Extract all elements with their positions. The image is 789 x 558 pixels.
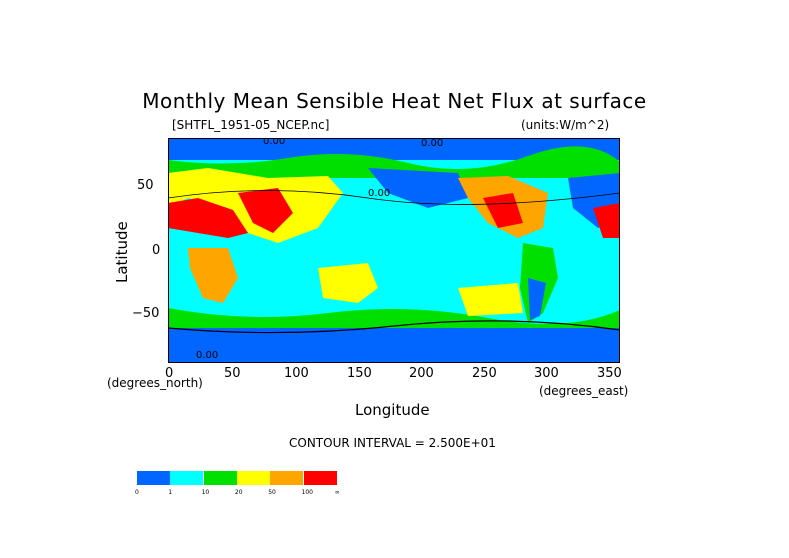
- chart-title: Monthly Mean Sensible Heat Net Flux at s…: [142, 89, 647, 113]
- north-pacific-blue: [368, 168, 468, 208]
- legend-label: ∞: [334, 489, 340, 496]
- x-tick: 150: [347, 366, 372, 381]
- legend-label: 50: [268, 489, 276, 496]
- y-tick: 0: [152, 243, 161, 258]
- legend-swatch: [170, 471, 204, 485]
- y-unit-label: (degrees_north): [107, 376, 203, 390]
- patagonia-blue: [528, 278, 546, 320]
- x-tick: 0: [165, 366, 174, 381]
- y-axis-title: Latitude: [113, 221, 131, 283]
- x-tick: 300: [534, 366, 559, 381]
- north-green-band: [168, 146, 620, 178]
- contour-label: 0.00: [263, 138, 285, 147]
- dataset-label: [SHTFL_1951-05_NCEP.nc]: [172, 118, 330, 132]
- contour-line: [168, 190, 620, 205]
- x-axis-title: Longitude: [355, 401, 430, 419]
- x-tick: 50: [224, 366, 241, 381]
- contour-label: 0.00: [368, 188, 390, 199]
- x-tick: 250: [472, 366, 497, 381]
- flux-map: 0.00 0.00 0.00 0.00: [168, 138, 620, 363]
- central-asia-hot: [238, 188, 293, 233]
- legend-swatch: [270, 471, 304, 485]
- contour-label: 0.00: [196, 350, 218, 361]
- south-green-band: [168, 308, 620, 328]
- contour-line: [168, 320, 620, 334]
- map-frame: [168, 138, 620, 363]
- north-america-hot: [483, 193, 523, 228]
- legend-label: 1: [168, 489, 173, 496]
- sahara-arabia-hot: [168, 198, 248, 238]
- x-tick: 100: [284, 366, 309, 381]
- legend-label: 20: [234, 489, 243, 496]
- x-tick: 350: [597, 366, 622, 381]
- legend-swatch: [303, 471, 337, 485]
- legend-label: 0: [135, 489, 139, 496]
- australia-land: [318, 263, 378, 303]
- legend-label: 10: [201, 489, 210, 496]
- legend-swatch: [137, 471, 170, 485]
- arctic-band: [168, 138, 620, 160]
- legend-swatch: [203, 471, 237, 485]
- x-tick: 200: [409, 366, 434, 381]
- legend-label: 100: [301, 489, 313, 496]
- antarctic-band: [168, 328, 620, 363]
- y-tick: 50: [137, 178, 154, 193]
- southern-africa: [188, 248, 238, 303]
- contour-label: 0.00: [421, 138, 443, 149]
- legend-swatch: [236, 471, 270, 485]
- units-label: (units:W/m^2): [521, 118, 610, 132]
- east-edge-hot: [593, 203, 620, 238]
- south-pacific-yellow: [458, 283, 523, 316]
- y-tick: −50: [132, 306, 160, 321]
- x-unit-label: (degrees_east): [539, 384, 629, 398]
- contour-interval: CONTOUR INTERVAL = 2.500E+01: [289, 436, 496, 450]
